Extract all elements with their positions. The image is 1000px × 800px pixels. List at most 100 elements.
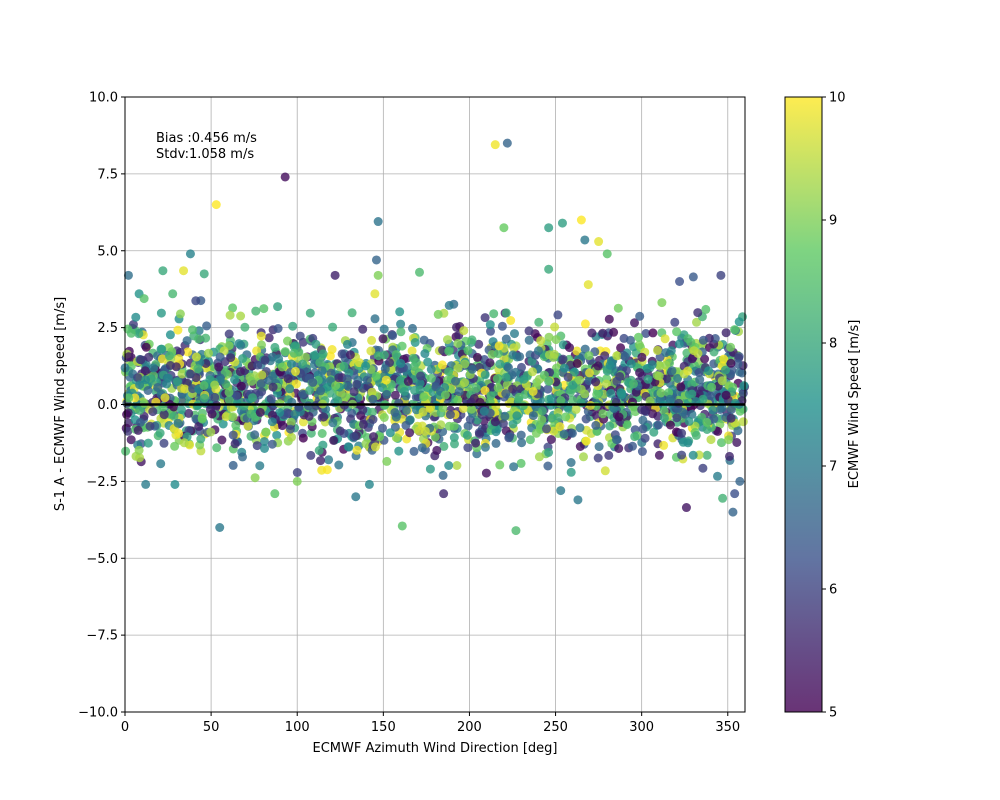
scatter-point xyxy=(641,329,651,338)
scatter-point xyxy=(612,376,622,386)
scatter-point xyxy=(410,338,420,347)
scatter-point xyxy=(549,349,559,359)
scatter-point xyxy=(396,327,406,337)
scatter-point xyxy=(551,335,561,345)
scatter-point xyxy=(660,334,670,344)
scatter-point xyxy=(730,325,740,335)
scatter-point xyxy=(379,413,389,422)
scatter-point xyxy=(553,310,563,320)
scatter-point xyxy=(580,235,590,245)
scatter-point xyxy=(382,389,392,399)
scatter-point xyxy=(403,376,413,386)
scatter-point xyxy=(280,347,290,357)
scatter-point xyxy=(230,375,240,385)
scatter-point xyxy=(667,366,677,376)
scatter-point xyxy=(503,363,513,373)
scatter-point xyxy=(501,389,511,399)
scatter-point xyxy=(725,451,734,461)
scatter-point xyxy=(199,269,209,279)
scatter-point xyxy=(228,460,238,470)
scatter-point xyxy=(385,428,395,438)
scatter-point xyxy=(661,360,671,370)
scatter-point xyxy=(537,406,547,416)
scatter-point xyxy=(260,444,269,453)
scatter-point xyxy=(579,452,588,462)
scatter-point xyxy=(409,361,419,371)
scatter-point xyxy=(444,367,454,377)
scatter-point xyxy=(717,376,727,386)
scatter-point xyxy=(683,366,693,376)
scatter-point xyxy=(593,453,603,463)
scatter-point xyxy=(364,479,374,489)
scatter-point xyxy=(463,443,473,453)
scatter-point xyxy=(628,441,637,451)
scatter-point xyxy=(460,378,470,388)
scatter-point xyxy=(163,373,173,383)
scatter-point xyxy=(188,325,197,335)
scatter-point xyxy=(184,408,194,418)
scatter-point xyxy=(733,359,743,369)
scatter-point xyxy=(349,387,359,397)
scatter-point xyxy=(516,458,526,468)
scatter-point xyxy=(677,428,687,438)
scatter-point xyxy=(480,386,490,395)
scatter-point xyxy=(550,322,560,332)
scatter-point xyxy=(292,468,302,477)
scatter-point xyxy=(737,368,747,378)
scatter-point xyxy=(259,437,269,446)
scatter-point xyxy=(713,471,722,481)
scatter-point xyxy=(643,374,653,384)
scatter-point xyxy=(508,384,518,394)
scatter-point xyxy=(544,332,554,342)
scatter-point xyxy=(601,379,611,389)
scatter-point xyxy=(739,381,749,391)
scatter-point xyxy=(255,407,265,417)
scatter-point xyxy=(396,358,406,368)
scatter-point xyxy=(497,321,507,331)
scatter-point xyxy=(544,223,554,233)
scatter-point xyxy=(709,347,719,357)
scatter-point xyxy=(433,309,443,319)
scatter-point xyxy=(323,382,332,392)
scatter-point xyxy=(212,443,222,453)
scatter-point xyxy=(687,354,697,364)
scatter-point xyxy=(169,411,179,421)
scatter-point xyxy=(437,360,447,370)
scatter-point xyxy=(371,255,381,265)
scatter-point xyxy=(149,363,159,373)
scatter-point xyxy=(416,371,426,381)
scatter-point xyxy=(591,377,601,387)
scatter-point xyxy=(672,327,682,337)
scatter-point xyxy=(614,412,624,422)
scatter-point xyxy=(134,445,144,455)
scatter-point xyxy=(246,409,256,419)
scatter-point xyxy=(659,413,669,423)
scatter-point xyxy=(567,428,577,438)
scatter-point xyxy=(670,317,680,327)
scatter-point xyxy=(390,408,400,417)
scatter-point xyxy=(637,352,647,362)
scatter-point xyxy=(317,465,327,475)
scatter-point xyxy=(239,401,249,411)
scatter-point xyxy=(580,319,590,329)
y-tick-label: −2.5 xyxy=(86,475,118,490)
scatter-point xyxy=(604,450,614,460)
x-axis: 0 50 100 150 200 250 300 350 xyxy=(121,712,740,735)
scatter-point xyxy=(672,413,682,423)
scatter-point xyxy=(543,384,553,394)
scatter-point xyxy=(342,339,352,349)
scatter-point xyxy=(662,374,671,384)
scatter-point xyxy=(210,380,220,390)
scatter-point xyxy=(472,352,482,362)
scatter-point xyxy=(556,396,566,405)
scatter-point xyxy=(698,463,708,473)
scatter-point xyxy=(160,393,170,403)
scatter-point xyxy=(653,345,662,355)
scatter-point xyxy=(575,423,585,433)
scatter-point xyxy=(701,304,711,314)
scatter-point xyxy=(626,335,635,345)
scatter-point xyxy=(343,382,353,391)
scatter-point xyxy=(285,384,295,394)
scatter-point xyxy=(165,330,175,340)
colorbar-ticks: 5 6 7 8 9 10 xyxy=(822,91,846,721)
